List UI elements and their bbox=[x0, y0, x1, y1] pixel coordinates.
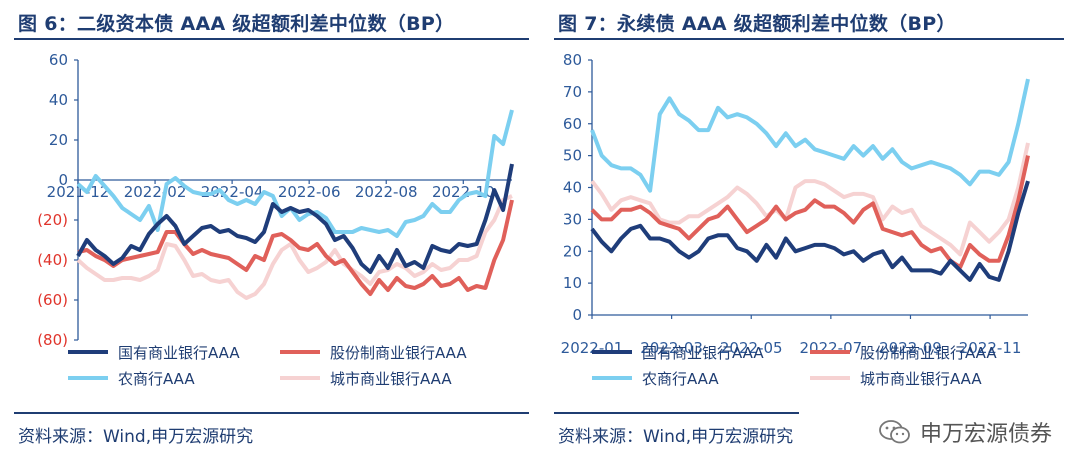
series-line bbox=[77, 199, 514, 296]
source-note: 资料来源：Wind,申万宏源研究 bbox=[558, 427, 794, 447]
x-tick-label: 2022-03 bbox=[640, 339, 703, 357]
source-note: 资料来源：Wind,申万宏源研究 bbox=[18, 427, 254, 447]
legend-label: 农商行AAA bbox=[118, 370, 195, 388]
y-tick-label: 10 bbox=[563, 274, 582, 292]
x-tick-label: 2022-04 bbox=[201, 183, 264, 201]
y-tick-label: 60 bbox=[563, 115, 582, 133]
series-line bbox=[590, 78, 1030, 193]
source-rule bbox=[554, 412, 799, 414]
y-tick-label: (20) bbox=[37, 211, 68, 229]
y-tick-label: 20 bbox=[49, 131, 68, 149]
legend-label: 城市商业银行AAA bbox=[330, 370, 452, 388]
chart-svg: 60 40 20 0 (20) (40) (60) (80) 2021-12 2022-02 202… bbox=[37, 51, 514, 388]
y-tick-label: 0 bbox=[572, 306, 582, 324]
y-tick-label: (60) bbox=[37, 291, 68, 309]
y-tick-label: 0 bbox=[58, 171, 68, 189]
x-tick-label: 2021-12 bbox=[47, 183, 110, 201]
y-tick-label: (40) bbox=[37, 251, 68, 269]
y-tick-label: 40 bbox=[49, 91, 68, 109]
x-tick-label: 2022-10 bbox=[432, 183, 495, 201]
legend-label: 股份制商业银行AAA bbox=[860, 344, 997, 362]
x-tick-label: 2022-09 bbox=[879, 339, 942, 357]
series-line bbox=[590, 142, 1030, 257]
series-line bbox=[76, 194, 513, 300]
legend-label: 股份制商业银行AAA bbox=[330, 344, 467, 362]
watermark-text: 申万宏源债券 bbox=[919, 422, 1052, 447]
legend-label: 农商行AAA bbox=[642, 370, 719, 388]
chart-panel-perpetual-bond: 图 7：永续债 AAA 级超额利差中位数（BP） 80 70 60 50 40 30 20 1… bbox=[540, 0, 1080, 476]
y-tick-label: (80) bbox=[37, 331, 68, 349]
chart-panel-secondary-capital-bond: 图 6：二级资本债 AAA 级超额利差中位数（BP） 60 40 20 0 (20) (4… bbox=[0, 0, 532, 476]
y-tick-label: 80 bbox=[563, 51, 582, 69]
x-tick-label: 2022-05 bbox=[720, 339, 783, 357]
chart-title: 图 7：永续债 AAA 级超额利差中位数（BP） bbox=[558, 13, 956, 35]
watermark: 申万宏源债券 bbox=[878, 416, 1052, 448]
legend-label: 城市商业银行AAA bbox=[860, 370, 982, 388]
x-tick-label: 2022-02 bbox=[124, 183, 187, 201]
y-tick-label: 20 bbox=[563, 242, 582, 260]
series-line bbox=[76, 163, 514, 274]
series-line bbox=[590, 180, 1030, 282]
wechat-icon bbox=[879, 420, 910, 444]
series-line bbox=[76, 109, 514, 238]
y-tick-label: 70 bbox=[563, 83, 582, 101]
title-rule bbox=[554, 38, 1064, 40]
legend-label: 国有商业银行AAA bbox=[642, 344, 764, 362]
chart-title: 图 6：二级资本债 AAA 级超额利差中位数（BP） bbox=[18, 13, 455, 35]
x-tick-label: 2022-01 bbox=[561, 339, 624, 357]
y-tick-label: 30 bbox=[563, 210, 582, 228]
x-tick-label: 2022-06 bbox=[278, 183, 341, 201]
x-tick-label: 2022-08 bbox=[355, 183, 418, 201]
y-tick-label: 50 bbox=[563, 147, 582, 165]
source-rule bbox=[14, 412, 529, 414]
y-tick-label: 40 bbox=[563, 179, 582, 197]
x-tick-label: 2022-07 bbox=[800, 339, 863, 357]
chart-svg: 80 70 60 50 40 30 20 10 0 2022-01 2022-03 2022-05 20… bbox=[561, 51, 1030, 388]
title-rule bbox=[14, 38, 529, 40]
y-tick-label: 60 bbox=[49, 51, 68, 69]
legend-label: 国有商业银行AAA bbox=[118, 344, 240, 362]
x-tick-label: 2022-11 bbox=[959, 339, 1022, 357]
